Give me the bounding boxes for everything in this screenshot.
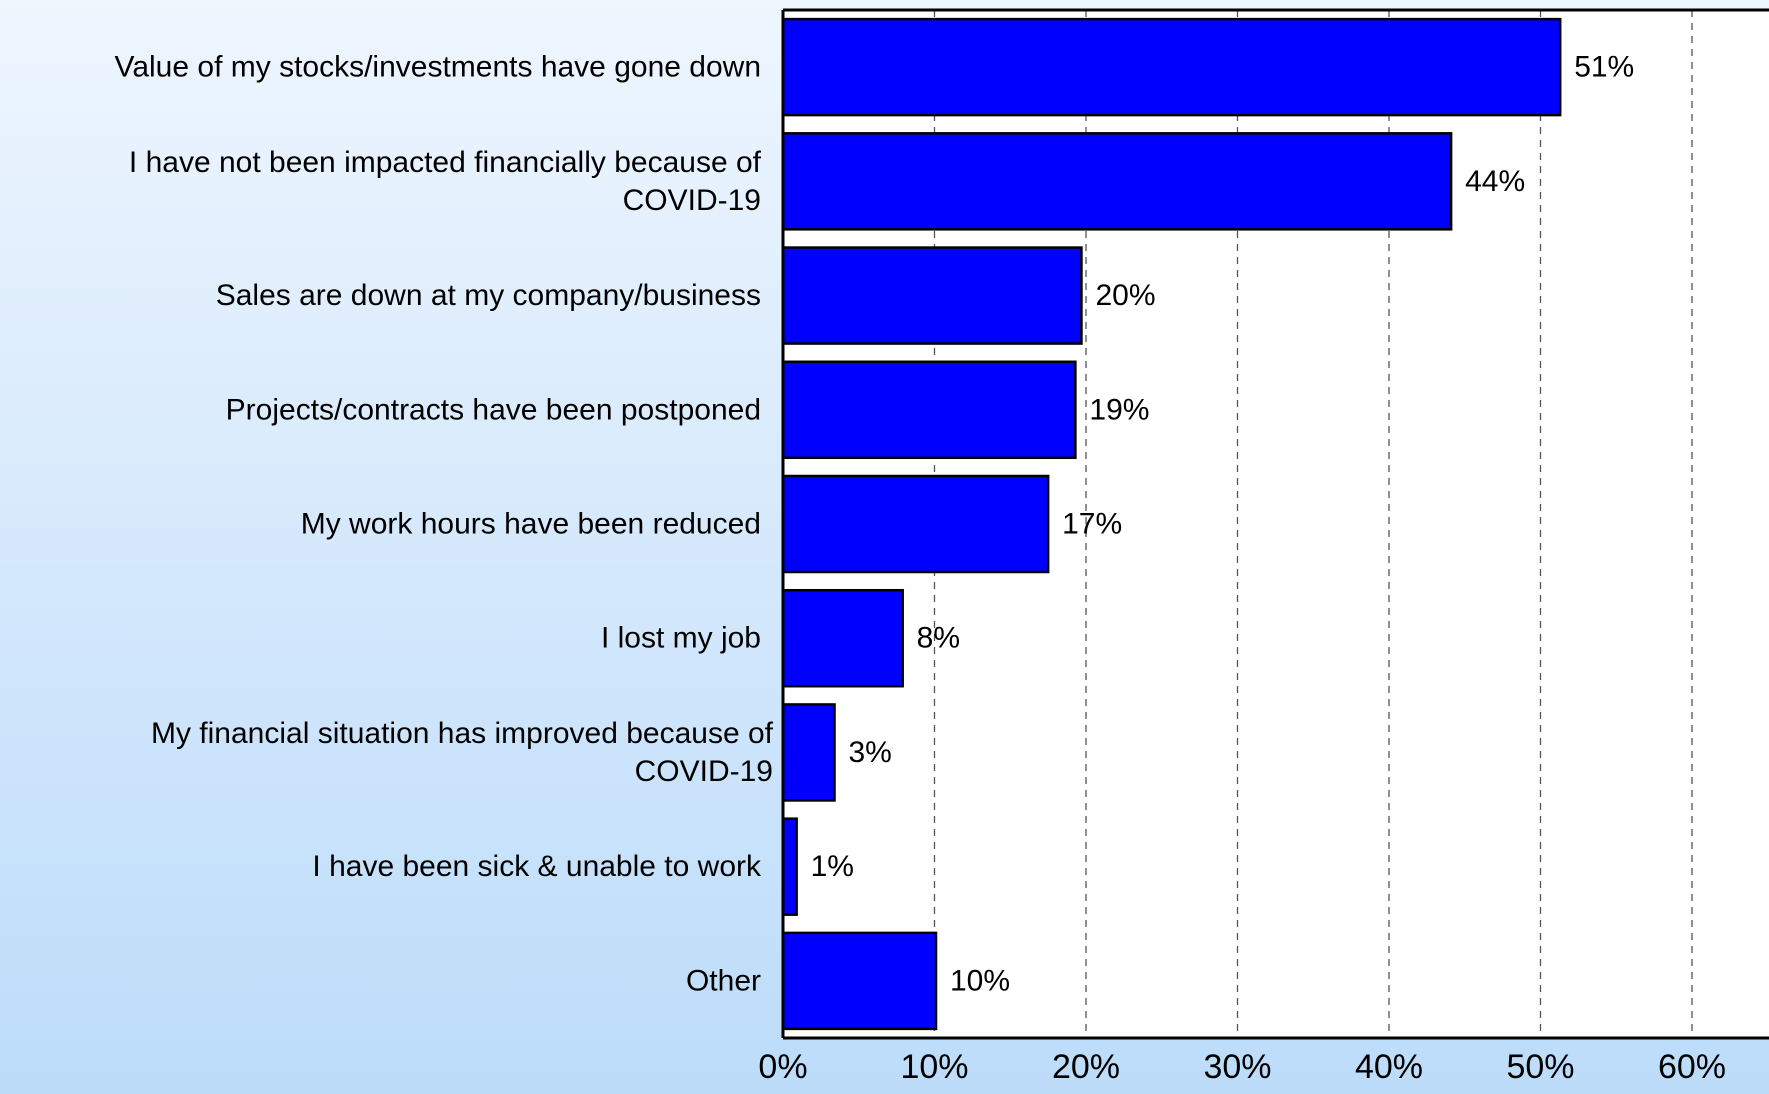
bar bbox=[781, 588, 904, 688]
bars bbox=[781, 17, 1562, 1031]
category-label: Sales are down at my company/business bbox=[216, 279, 761, 312]
x-tick-label: 50% bbox=[1506, 1048, 1574, 1086]
bar bbox=[781, 817, 798, 916]
bar bbox=[781, 360, 1077, 460]
category-label: My work hours have been reduced bbox=[301, 508, 761, 541]
bar bbox=[781, 931, 938, 1031]
bar bbox=[781, 474, 1050, 574]
data-label: 20% bbox=[1095, 279, 1155, 312]
data-label: 8% bbox=[917, 622, 960, 655]
data-label: 51% bbox=[1574, 51, 1634, 84]
category-label: Other bbox=[686, 964, 761, 997]
category-label: My financial situation has improved beca… bbox=[151, 717, 774, 788]
category-label: Value of my stocks/investments have gone… bbox=[115, 51, 761, 84]
value-labels: 51% 44% 20% 19% 17% 8% 3% 1% 10% bbox=[811, 51, 1635, 998]
data-label: 3% bbox=[849, 736, 892, 769]
data-label: 19% bbox=[1089, 393, 1149, 426]
bar bbox=[781, 132, 1453, 231]
x-tick-label: 60% bbox=[1658, 1048, 1726, 1086]
category-label: I have not been impacted financially bec… bbox=[129, 146, 762, 217]
data-label: 10% bbox=[950, 964, 1010, 997]
data-label: 44% bbox=[1465, 165, 1525, 198]
x-tick-label: 30% bbox=[1203, 1048, 1271, 1086]
x-tick-label: 40% bbox=[1355, 1048, 1423, 1086]
x-tick-label: 10% bbox=[900, 1048, 968, 1086]
axes bbox=[781, 8, 1769, 1040]
x-axis-tick-labels: 0% 10% 20% 30% 40% 50% 60% bbox=[758, 1048, 1726, 1086]
bar bbox=[781, 703, 836, 802]
bar bbox=[781, 246, 1083, 345]
x-tick-label: 0% bbox=[758, 1048, 807, 1086]
bar bbox=[781, 17, 1562, 117]
data-label: 17% bbox=[1062, 508, 1122, 541]
category-label: Projects/contracts have been postponed bbox=[226, 393, 761, 426]
category-label: I have been sick & unable to work bbox=[312, 850, 762, 883]
category-label: I lost my job bbox=[601, 622, 761, 655]
data-label: 1% bbox=[811, 850, 854, 883]
category-labels: Value of my stocks/investments have gone… bbox=[115, 51, 774, 998]
x-tick-label: 20% bbox=[1052, 1048, 1120, 1086]
